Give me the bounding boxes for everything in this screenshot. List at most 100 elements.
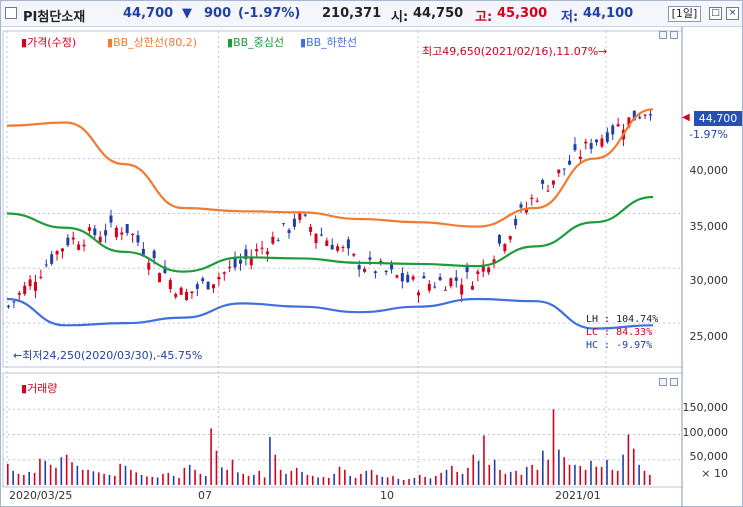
volume-bar [188,464,191,485]
candle-body [465,267,469,273]
candle-body [255,249,259,252]
lh-label: LH : 104.74% [586,314,659,325]
price-panel-close-button[interactable] [670,31,678,39]
candle-body [131,233,135,236]
candle-body [158,273,162,283]
candle-body [163,266,167,274]
lc-label: LC : 84.33% [586,327,653,338]
x-tick-2021-01: 2021/01 [555,489,601,502]
candle-body [292,218,296,227]
select-checkbox[interactable] [5,7,17,19]
volume-bar [12,470,14,485]
volume-panel-close-button[interactable] [670,378,678,386]
volume-bar [461,473,464,485]
price-panel-frame [2,30,683,368]
candle-body [60,248,64,252]
volume-bar [28,471,30,485]
volume-bar [440,472,442,485]
candle-body [136,235,140,243]
candle-body [433,286,437,288]
volume-bar [493,459,496,485]
volume-unit: × 10 [701,467,728,480]
candle-body [514,218,518,226]
volume-bar [472,454,475,485]
volume-bar [33,472,36,485]
candle-body [632,110,636,121]
candle-body [28,279,32,287]
candle-body [427,283,431,291]
candle-body [195,284,199,289]
volume-bar [242,473,244,485]
candle-body [44,264,48,266]
candle-body [222,272,226,274]
candle-body [530,197,534,200]
volume-bar [151,476,154,485]
stock-header-bar: PI첨단소재 44,700 ▼ 900 (-1.97%) 210,371 시: … [1,1,742,27]
volume-bar [269,437,271,485]
volume-bar [221,467,223,485]
candle-body [233,258,237,268]
volume-bar [253,474,255,485]
volume-bar [295,467,298,485]
candle-body [98,236,102,243]
candle-body [238,259,242,264]
volume-bar [488,464,491,485]
candle-body [541,180,545,184]
candle-body [481,264,485,272]
volume-panel-settings-button[interactable] [659,378,667,386]
volume-bar [600,466,603,485]
volume-bar [333,473,335,485]
period-selector[interactable]: [1일] [668,6,701,22]
volume-bar [215,450,218,485]
candle-body [384,270,388,273]
price-tick-35000: 35,000 [689,220,729,233]
volume-bar [44,460,47,485]
price-panel-settings-button[interactable] [659,31,667,39]
legend-bb-lower: ▮BB_하한선 [300,36,358,49]
volume-bar [258,470,261,485]
candle-body [228,266,232,268]
volume-bar [627,434,630,485]
volume-bar [611,469,614,485]
x-tick-2020-03-25: 2020/03/25 [9,489,73,502]
volume-bar [563,457,565,485]
volume-bar [536,469,539,485]
volume-bar [504,473,507,485]
maximize-icon[interactable]: □ [709,7,722,20]
volume-bar [210,428,212,485]
close-icon[interactable]: × [726,7,739,20]
candle-body [417,292,421,296]
volume-bar [328,477,330,485]
price-chart[interactable] [1,27,742,507]
volume-bar [584,469,587,485]
down-arrow-icon: ▼ [182,6,192,21]
candle-body [7,305,10,307]
price-tick-25000: 25,000 [689,330,729,343]
volume-bar [552,409,555,485]
bb-lower-line [6,297,654,330]
volume-bar [622,454,624,485]
candle-body [573,144,577,151]
candle-body [557,169,561,174]
candle-body [379,260,383,264]
volume-bar [194,469,196,485]
x-tick-10: 10 [380,489,394,502]
volume-bar [97,472,100,485]
candle-body [443,289,447,291]
volume-bar [408,478,410,485]
candle-body [476,271,480,274]
candle-body [179,287,183,295]
volume-bar [435,475,437,485]
candle-body [141,248,145,255]
candle-body [568,160,572,165]
candle-body [217,276,221,280]
volume-bar [376,474,378,485]
candle-body [260,247,264,249]
candle-body [23,285,27,295]
volume-bar [574,464,576,485]
volume-bar [418,474,421,485]
volume-bar [274,454,277,485]
candle-body [152,250,156,259]
volume-bar [92,471,95,485]
low-label: 저: [561,10,579,25]
